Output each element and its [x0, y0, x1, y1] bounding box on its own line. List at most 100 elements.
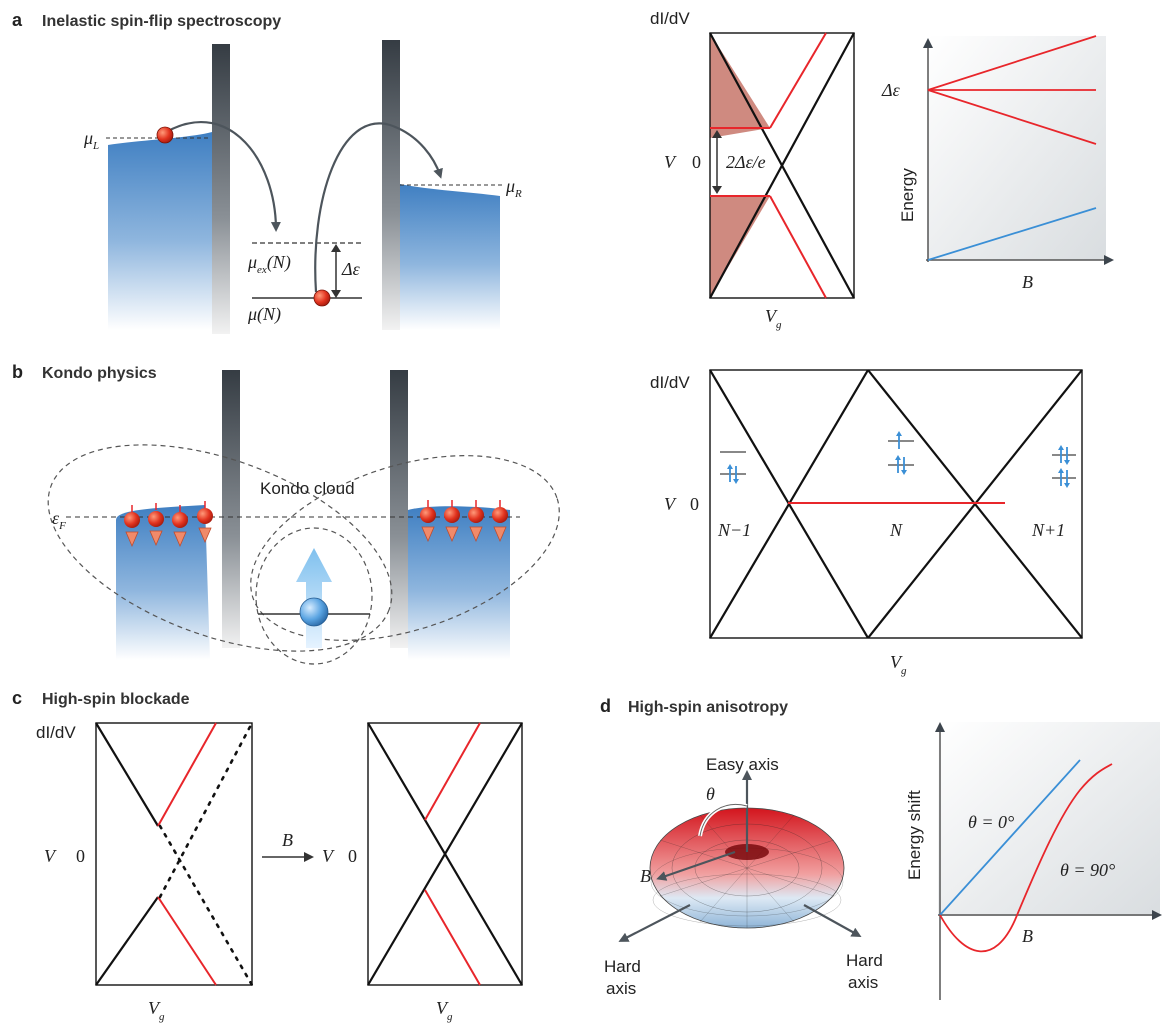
b-stab-frame: [709, 369, 1083, 639]
mu-ex-label: μex(N): [247, 252, 291, 276]
a-stab-ylabel: dI/dV: [650, 9, 690, 28]
b-right-lead: [408, 506, 510, 660]
delta-eps-label: Δε: [341, 259, 361, 279]
a-xlabel: Vg: [765, 306, 782, 331]
c-zero-right: 0: [348, 846, 357, 866]
kondo-cloud-left: [47, 444, 393, 652]
kondo-dot-ellipse: [255, 527, 373, 665]
right-lead: [400, 184, 500, 330]
panel-label-b: b: [12, 362, 23, 382]
curve-theta-90: [939, 763, 1113, 953]
theta-label: θ: [706, 784, 715, 804]
panel-title-b: Kondo physics: [42, 365, 157, 382]
kondo-cloud-label: Kondo cloud: [260, 479, 355, 498]
c-left-dotted: [158, 824, 254, 987]
dot-electron: [299, 597, 329, 627]
curve-theta-0-label: θ = 0°: [968, 812, 1014, 832]
lead-electron: [172, 505, 188, 548]
d-plot-ylabel: Energy shift: [905, 790, 924, 880]
c-right-red: [424, 889, 481, 986]
panel-label-a: a: [12, 10, 23, 30]
levels-icon-n-plus-1: [1052, 445, 1076, 488]
c-left-dotted: [158, 721, 254, 899]
c-left-red: [157, 896, 217, 986]
region-n-minus-1: N−1: [717, 520, 751, 540]
c-right-frame: [367, 722, 523, 986]
left-barrier: [212, 44, 230, 334]
c-ylabel: dI/dV: [36, 723, 76, 742]
c-left-red: [157, 722, 217, 827]
b-v-label: V: [664, 494, 677, 514]
panel-d: d High-spin anisotropy Easy axis Hard ax…: [600, 696, 1162, 1000]
b-right-electrons: [420, 500, 508, 543]
b-stab-ylabel: dI/dV: [650, 373, 690, 392]
lead-electron: [492, 500, 508, 543]
hard-axis-left-label-1: Hard: [604, 957, 641, 976]
b-xlabel: Vg: [890, 652, 907, 677]
hard-axis-right-label-1: Hard: [846, 951, 883, 970]
b-field-arrow: [656, 850, 736, 881]
hard-axis-right-label-2: axis: [848, 973, 878, 992]
zeeman-line-up: [927, 35, 1097, 91]
panel-b: b Kondo physics εF Kondo cloud: [12, 362, 560, 665]
a-v-label: V: [664, 152, 677, 172]
b-left-lead: [116, 505, 210, 660]
tunnel-arrow-1: [169, 121, 281, 232]
right-barrier: [382, 40, 400, 330]
electron-lead: [156, 126, 174, 144]
theta-arc: [699, 804, 748, 837]
c-v-label-left: V: [44, 846, 57, 866]
lead-electron: [420, 500, 436, 543]
panel-title-c: High-spin blockade: [42, 691, 190, 708]
levels-icon-n-minus-1: [720, 451, 746, 484]
mu-r-label: μR: [505, 176, 522, 200]
mu-n-label: μ(N): [247, 304, 281, 325]
d-b-label: B: [640, 866, 651, 886]
hard-axis-left-label-2: axis: [606, 979, 636, 998]
d-plot-xlabel: B: [1022, 926, 1033, 946]
curve-theta-90-label: θ = 90°: [1060, 860, 1115, 880]
b-left-electrons: [124, 501, 213, 548]
c-left-edge: [95, 722, 159, 827]
panel-c: c High-spin blockade dI/dV V 0 Vg B V 0 …: [12, 688, 523, 1023]
c-v-label-right: V: [322, 846, 335, 866]
mu-l-label: μL: [83, 128, 99, 152]
a-diamond-edge-2: [709, 32, 855, 299]
lead-electron: [197, 501, 213, 544]
panel-b-stability: dI/dV V 0 N−1 N N+1 Vg: [650, 369, 1083, 677]
b-right-barrier: [390, 370, 408, 648]
zeeman-delta-label: Δε: [881, 80, 901, 100]
b-eps-f-label: εF: [52, 508, 66, 532]
lead-electron: [148, 503, 164, 547]
lead-electron: [444, 500, 460, 543]
tunnel-arrow-2: [314, 122, 443, 293]
c-xlabel-left: Vg: [148, 998, 165, 1023]
easy-axis-label: Easy axis: [706, 755, 779, 774]
lead-electron: [124, 505, 140, 548]
region-n-plus-1: N+1: [1031, 520, 1065, 540]
c-right-edge: [367, 722, 523, 986]
a-stab-frame: [709, 32, 855, 299]
panel-a-stability: dI/dV 2Δε/e V 0 Vg: [650, 9, 855, 331]
c-right-red: [424, 722, 481, 821]
hard-axis-left-arrow: [618, 904, 691, 942]
zeeman-line-down: [927, 89, 1097, 145]
panel-a: a Inelastic spin-flip spectroscopy μL μR…: [12, 10, 522, 334]
c-left-edge: [95, 896, 159, 986]
a-zero-label: 0: [692, 152, 701, 172]
b-zero-label: 0: [690, 494, 699, 514]
region-n: N: [889, 520, 903, 540]
c-zero-left: 0: [76, 846, 85, 866]
a-gap-label: 2Δε/e: [726, 152, 766, 172]
hard-axis-right-arrow: [803, 904, 862, 937]
panel-title-a: Inelastic spin-flip spectroscopy: [42, 13, 281, 30]
c-xlabel-right: Vg: [436, 998, 453, 1023]
zeeman-xlabel: B: [1022, 272, 1033, 292]
panel-label-c: c: [12, 688, 22, 708]
kondo-cloud-right: [250, 455, 560, 641]
b-left-barrier: [222, 370, 240, 648]
lead-electron: [468, 500, 484, 543]
panel-a-zeeman: Δε Energy B: [881, 35, 1114, 292]
panel-label-d: d: [600, 696, 611, 716]
